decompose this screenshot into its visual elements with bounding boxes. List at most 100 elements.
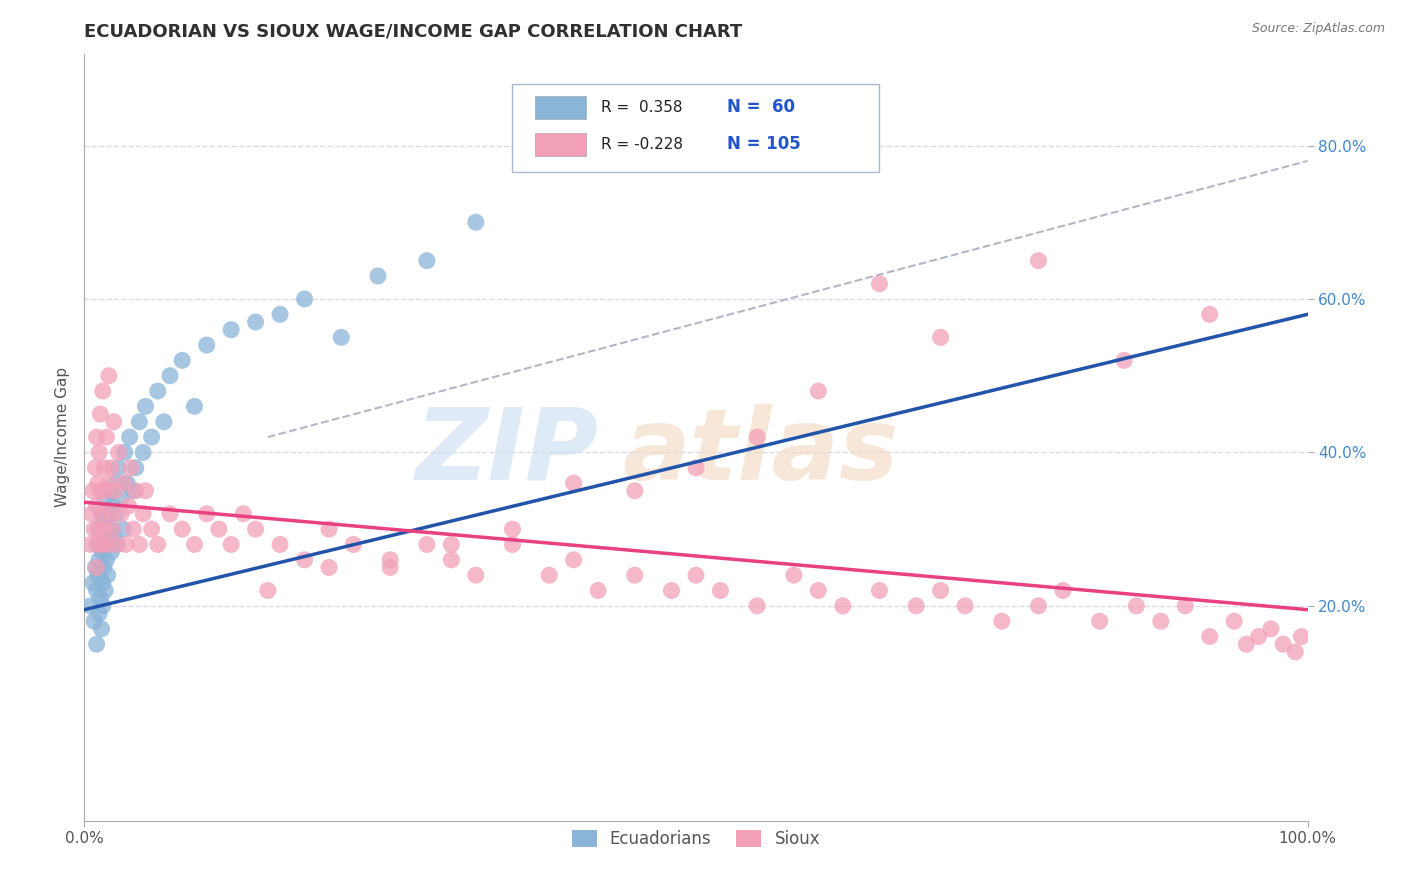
Point [110, 491, 132, 506]
Point [661, 583, 683, 598]
Point [464, 568, 486, 582]
Point [86, 560, 108, 574]
Point [87, 607, 110, 621]
Point [1028, 599, 1050, 613]
Point [269, 537, 291, 551]
Point [83, 614, 105, 628]
Point [82, 575, 104, 590]
Point [105, 507, 128, 521]
Point [1198, 307, 1220, 321]
Point [98, 522, 121, 536]
Point [183, 400, 205, 414]
Point [97, 476, 120, 491]
Point [79, 537, 101, 551]
Point [135, 400, 157, 414]
Point [502, 522, 524, 536]
Point [245, 315, 267, 329]
Point [929, 330, 952, 344]
Point [219, 323, 242, 337]
Point [440, 537, 463, 551]
Point [91, 384, 114, 398]
Point [464, 215, 486, 229]
Point [128, 415, 150, 429]
Point [98, 507, 121, 521]
Point [208, 522, 231, 536]
Y-axis label: Wage/Income Gap: Wage/Income Gap [55, 367, 70, 508]
Point [1247, 630, 1270, 644]
Point [84, 560, 107, 574]
Point [929, 583, 952, 598]
Point [232, 507, 254, 521]
Point [115, 476, 138, 491]
Point [90, 622, 112, 636]
Point [685, 568, 707, 582]
Point [110, 507, 132, 521]
Point [831, 599, 853, 613]
Point [87, 553, 110, 567]
Point [97, 537, 120, 551]
Point [100, 545, 122, 559]
Point [100, 460, 122, 475]
Point [1291, 630, 1313, 644]
Point [101, 499, 124, 513]
Point [135, 483, 157, 498]
Point [502, 537, 524, 551]
Point [117, 499, 139, 513]
Point [96, 515, 118, 529]
Point [318, 560, 340, 574]
Point [141, 430, 163, 444]
Point [624, 568, 647, 582]
Point [1236, 637, 1258, 651]
Point [87, 522, 110, 536]
Point [114, 445, 136, 459]
Text: atlas: atlas [623, 404, 898, 501]
Point [685, 460, 707, 475]
Point [153, 415, 176, 429]
Point [87, 537, 110, 551]
Point [79, 599, 101, 613]
Point [104, 476, 127, 491]
Point [101, 522, 124, 536]
Point [294, 553, 316, 567]
Point [318, 522, 340, 536]
FancyBboxPatch shape [513, 84, 880, 172]
Point [125, 460, 148, 475]
Point [93, 460, 115, 475]
Point [97, 568, 120, 582]
Point [1114, 353, 1136, 368]
Point [86, 499, 108, 513]
Text: N = 105: N = 105 [727, 135, 800, 153]
Point [80, 507, 103, 521]
Point [562, 476, 585, 491]
Point [869, 583, 891, 598]
Point [257, 583, 280, 598]
Point [269, 307, 291, 321]
Point [1088, 614, 1111, 628]
Point [586, 583, 609, 598]
Point [141, 522, 163, 536]
Point [122, 483, 145, 498]
Point [991, 614, 1014, 628]
Point [146, 537, 169, 551]
Point [89, 483, 111, 498]
Point [367, 268, 389, 283]
Point [146, 384, 169, 398]
Point [1028, 253, 1050, 268]
Point [1272, 637, 1295, 651]
Point [125, 483, 148, 498]
Point [86, 537, 108, 551]
Point [93, 560, 115, 574]
Point [562, 553, 585, 567]
Point [97, 368, 120, 383]
Point [96, 430, 118, 444]
Point [87, 522, 110, 536]
Point [132, 507, 155, 521]
Point [783, 568, 806, 582]
Point [709, 583, 731, 598]
Point [82, 483, 104, 498]
Point [440, 553, 463, 567]
Point [97, 483, 120, 498]
Point [105, 537, 128, 551]
Point [86, 637, 108, 651]
Point [97, 537, 120, 551]
